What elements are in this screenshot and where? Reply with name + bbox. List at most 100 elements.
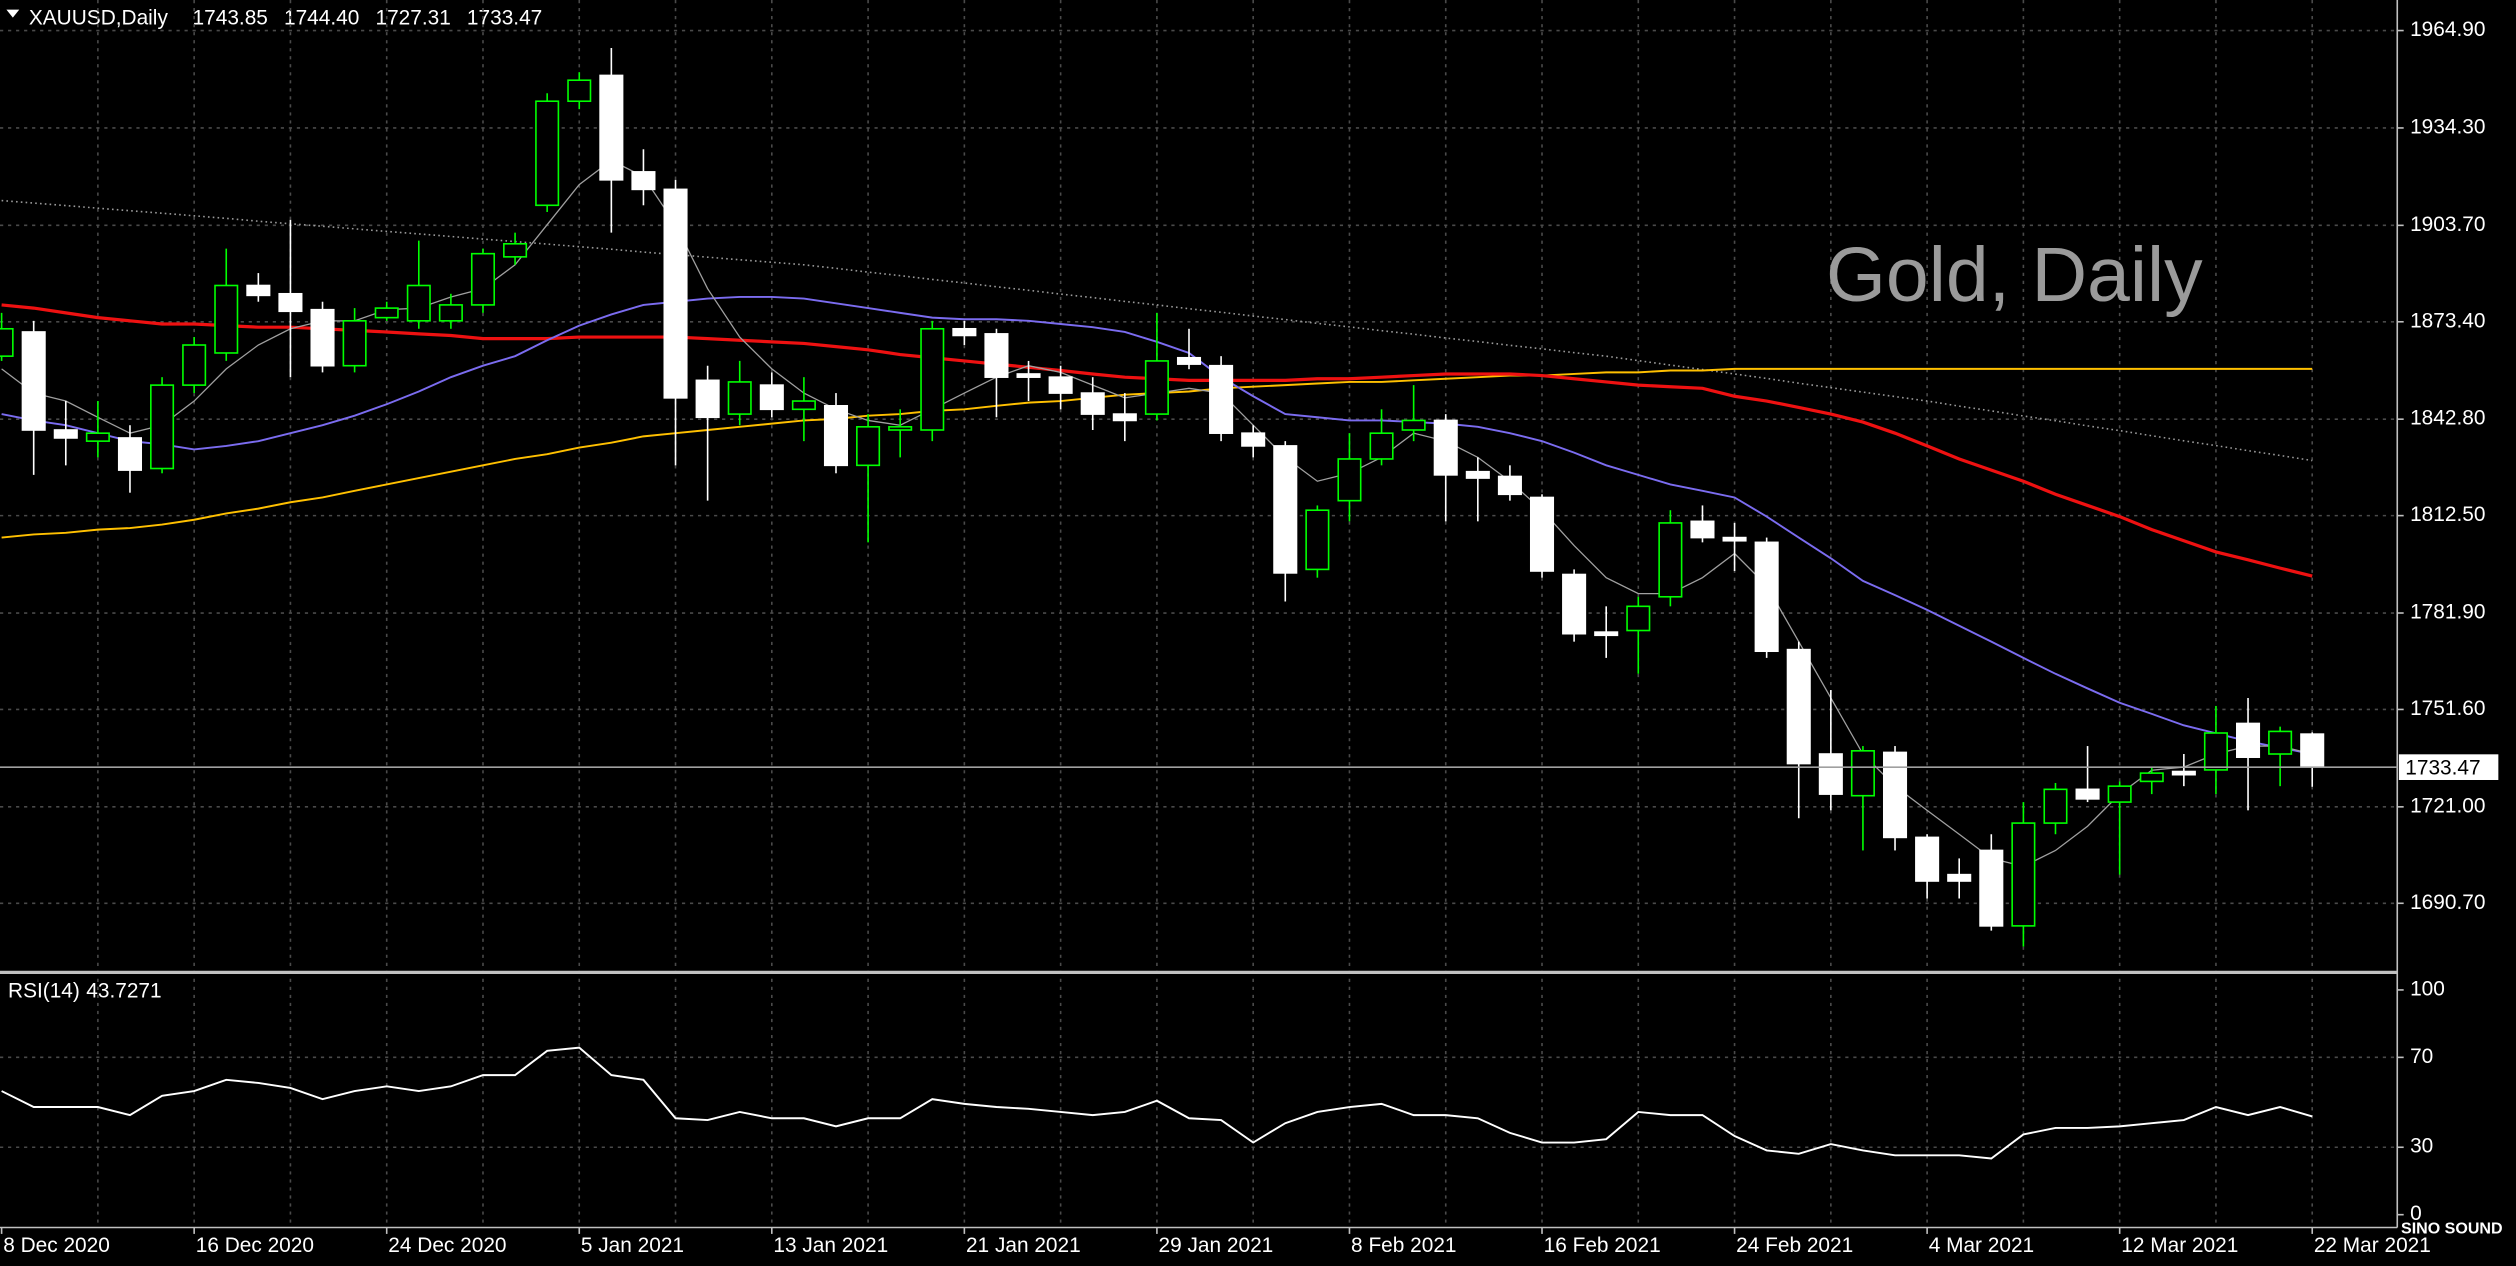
x-tick-label: 21 Jan 2021 <box>966 1234 1081 1257</box>
candle-body <box>2235 722 2261 758</box>
candle-body <box>888 426 913 431</box>
rsi-line <box>1 1046 2313 1160</box>
candle-body <box>567 79 592 103</box>
candle-body <box>1594 631 1619 637</box>
y-tick-label: 1873.40 <box>2410 309 2485 332</box>
candle-body <box>791 400 816 411</box>
candle-body <box>1786 648 1811 765</box>
y-tick-label: 1842.80 <box>2410 407 2485 430</box>
candle-body <box>599 74 624 181</box>
candle-body <box>952 327 977 337</box>
y-tick-label: 1964.90 <box>2410 18 2485 41</box>
candle-body <box>759 384 784 411</box>
x-tick-label: 16 Dec 2020 <box>196 1234 314 1257</box>
candle-body <box>85 432 110 442</box>
rsi-name: RSI(14) <box>8 979 80 1002</box>
candle-body <box>117 437 143 471</box>
x-tick-label: 24 Feb 2021 <box>1736 1234 1853 1257</box>
candle-body <box>1979 849 2004 927</box>
candle-body <box>1144 360 1169 415</box>
candle-body <box>1176 356 1202 365</box>
candle-body <box>310 308 335 367</box>
candle-body <box>535 100 560 207</box>
x-tick-label: 12 Mar 2021 <box>2121 1234 2238 1257</box>
moving-average-line <box>1 199 2313 462</box>
candle-body <box>21 331 46 431</box>
rsi-y-tick-label: 30 <box>2410 1135 2433 1158</box>
candle-body <box>53 429 78 439</box>
ohlc-label: 1743.85 <box>193 7 268 30</box>
candle-body <box>727 381 752 415</box>
ohlc-label: 1733.47 <box>467 7 542 30</box>
x-tick-label: 5 Jan 2021 <box>581 1234 684 1257</box>
x-tick-label: 8 Dec 2020 <box>3 1234 110 1257</box>
candle-body <box>150 384 175 470</box>
candle-body <box>1433 419 1458 476</box>
candle-body <box>1690 520 1715 539</box>
rsi-y-tick-label: 70 <box>2410 1045 2433 1068</box>
candle-body <box>1273 445 1298 574</box>
rsi-label: RSI(14) 43.7271 <box>8 979 162 1002</box>
rsi-y-tick-label: 100 <box>2410 977 2445 1000</box>
candle-body <box>1850 750 1875 797</box>
candle-body <box>1947 873 1972 882</box>
y-tick-label: 1934.30 <box>2410 115 2485 138</box>
y-tick-label: 1690.70 <box>2410 891 2485 914</box>
candle-body <box>2043 788 2068 824</box>
candle-body <box>823 405 849 467</box>
y-tick-label: 1781.90 <box>2410 601 2485 624</box>
candle-body <box>2075 788 2100 800</box>
x-tick-label: 13 Jan 2021 <box>773 1234 888 1257</box>
candle-body <box>1305 509 1330 571</box>
candle-body <box>663 188 688 399</box>
candle-body <box>278 292 303 313</box>
candle-body <box>1209 364 1234 434</box>
candle-body <box>182 344 207 386</box>
candle-body <box>1112 413 1137 422</box>
candle-body <box>1401 419 1426 431</box>
candle-body <box>1722 536 1747 542</box>
candle-body <box>2203 732 2228 771</box>
candle-body <box>0 327 14 357</box>
watermark: Gold, Daily <box>1826 232 2203 318</box>
candle-body <box>374 307 399 319</box>
rsi-y-tick-label: 0 <box>2410 1202 2422 1225</box>
candle-body <box>1080 392 1105 415</box>
candle-body <box>1915 836 1940 882</box>
y-tick-label: 1751.60 <box>2410 697 2485 720</box>
candle-body <box>2011 822 2036 927</box>
candle-body <box>2300 733 2325 768</box>
x-tick-label: 8 Feb 2021 <box>1351 1234 1456 1257</box>
candle-body <box>470 252 496 306</box>
candle-body <box>1465 470 1490 479</box>
candle-body <box>1497 475 1522 496</box>
candle-body <box>631 171 656 191</box>
rsi-value: 43.7271 <box>86 979 161 1002</box>
candle-body <box>1562 573 1587 635</box>
y-tick-label: 1903.70 <box>2410 213 2485 236</box>
x-tick-label: 4 Mar 2021 <box>1929 1234 2034 1257</box>
candle-body <box>984 333 1009 378</box>
ohlc-label: 1744.40 <box>284 7 359 30</box>
collapse-icon <box>6 9 20 18</box>
candle-body <box>1016 373 1041 378</box>
y-tick-label: 1812.50 <box>2410 503 2485 526</box>
y-tick-label: 1721.00 <box>2410 794 2485 817</box>
x-tick-label: 24 Dec 2020 <box>388 1234 506 1257</box>
candle-body <box>2268 730 2293 755</box>
candle-body <box>1529 496 1555 572</box>
candle-body <box>695 379 720 419</box>
ohlc-label: 1727.31 <box>375 7 450 30</box>
candle-body <box>246 284 271 297</box>
x-tick-label: 16 Feb 2021 <box>1544 1234 1661 1257</box>
candle-body <box>1048 376 1073 394</box>
candle-body <box>1337 458 1362 502</box>
candle-body <box>2107 785 2132 803</box>
candle-body <box>1754 541 1779 653</box>
candle-body <box>856 426 881 467</box>
candle-body <box>2171 770 2196 776</box>
candle-body <box>1818 753 1843 795</box>
